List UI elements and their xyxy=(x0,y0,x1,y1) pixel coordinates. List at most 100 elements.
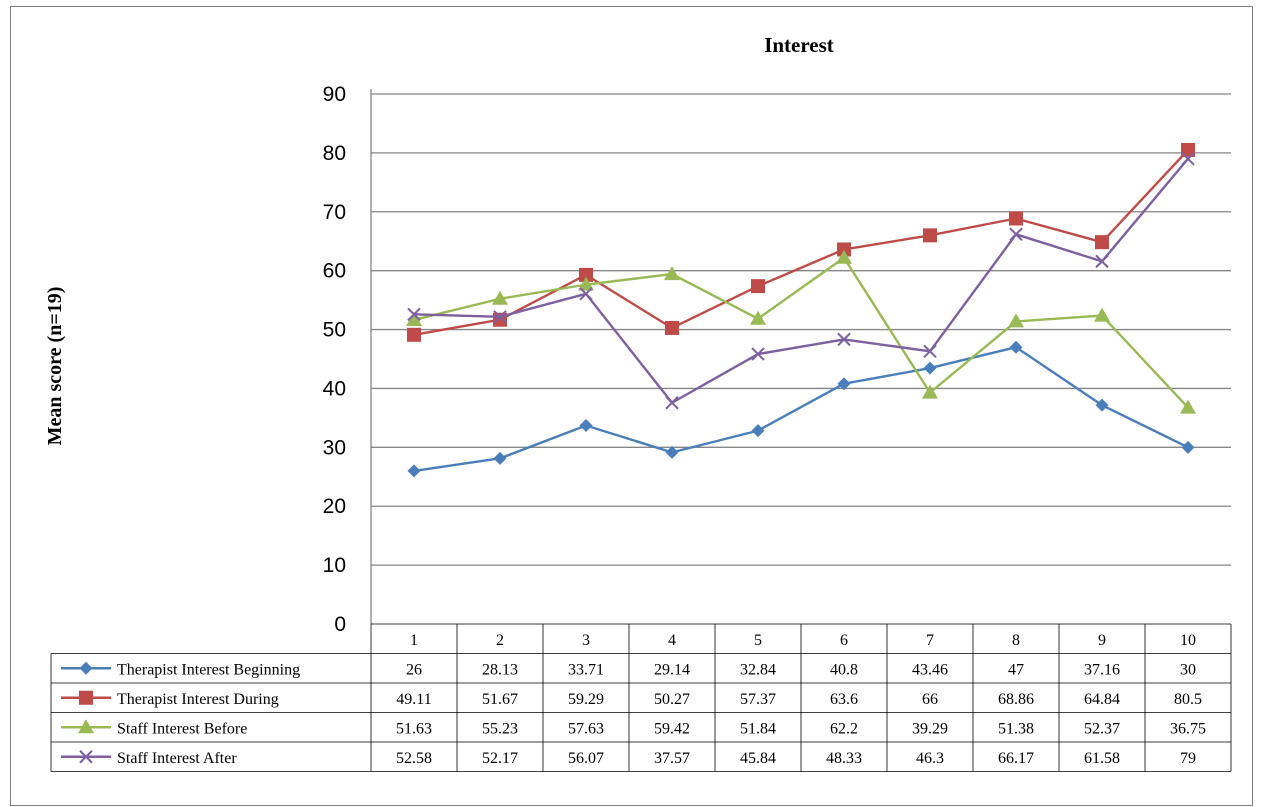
legend-marker xyxy=(79,690,93,705)
data-label: 46.3 xyxy=(916,750,944,767)
data-label: 68.86 xyxy=(998,691,1034,708)
data-point xyxy=(1008,313,1024,328)
data-label: 52.37 xyxy=(1084,720,1120,737)
data-point xyxy=(1180,399,1196,414)
data-point xyxy=(578,276,594,291)
data-point xyxy=(1009,340,1023,354)
gridlines xyxy=(370,89,1231,624)
data-label: 29.14 xyxy=(654,661,690,678)
data-label: 30 xyxy=(1180,661,1196,678)
data-point xyxy=(1181,152,1195,166)
data-label: 32.84 xyxy=(740,661,776,678)
data-point xyxy=(665,320,679,335)
category-label: 6 xyxy=(840,632,848,649)
data-label: 37.16 xyxy=(1084,661,1120,678)
legend-label: Therapist Interest Beginning xyxy=(117,661,300,678)
category-label: 1 xyxy=(410,632,418,649)
category-label: 4 xyxy=(668,632,676,649)
data-point xyxy=(751,279,765,294)
category-label: 9 xyxy=(1098,632,1106,649)
data-point xyxy=(664,266,680,281)
y-tick-label: 90 xyxy=(323,83,346,106)
legend-marker xyxy=(79,750,93,764)
data-label: 48.33 xyxy=(826,750,862,767)
data-label: 47 xyxy=(1008,661,1024,678)
legend-marker xyxy=(78,719,94,734)
y-tick-label: 70 xyxy=(323,201,346,224)
category-label: 3 xyxy=(582,632,590,649)
y-tick-label: 40 xyxy=(323,377,346,400)
y-axis-ticks: 0 10 20 30 40 50 60 70 80 90 xyxy=(323,83,346,636)
category-label: 2 xyxy=(496,632,504,649)
data-label: 43.46 xyxy=(912,661,948,678)
series-line xyxy=(413,149,1189,336)
data-point xyxy=(579,287,593,301)
interest-line-chart: Interest Mean score (n=19) 0102030405060… xyxy=(44,33,1232,772)
data-label: 80.5 xyxy=(1174,691,1202,708)
data-point xyxy=(923,344,937,359)
data-label: 26 xyxy=(406,661,422,678)
y-tick-label: 0 xyxy=(334,613,346,636)
data-label: 61.58 xyxy=(1084,750,1120,767)
data-label: 52.58 xyxy=(396,750,432,767)
series-lines xyxy=(406,142,1196,478)
y-tick-label: 60 xyxy=(323,260,346,283)
legend-marker xyxy=(79,661,93,675)
data-point xyxy=(923,228,937,243)
data-point xyxy=(665,396,679,410)
category-label: 5 xyxy=(754,632,762,649)
legend-label: Therapist Interest During xyxy=(117,691,279,708)
series-line xyxy=(413,158,1189,404)
data-label: 55.23 xyxy=(482,720,518,737)
data-label: 57.37 xyxy=(740,691,776,708)
data-point xyxy=(751,347,765,361)
data-label: 56.07 xyxy=(568,750,604,767)
data-point xyxy=(923,361,937,375)
data-label: 36.75 xyxy=(1170,720,1206,737)
data-label: 28.13 xyxy=(482,661,518,678)
data-label: 57.63 xyxy=(568,720,604,737)
data-point xyxy=(406,311,422,326)
data-point xyxy=(492,290,508,305)
data-point xyxy=(579,418,593,432)
data-label: 51.84 xyxy=(740,720,776,737)
series-1 xyxy=(407,340,1195,478)
data-point xyxy=(1181,440,1195,454)
category-label: 8 xyxy=(1012,632,1020,649)
data-point xyxy=(750,310,766,325)
data-label: 51.67 xyxy=(482,691,518,708)
data-label: 51.38 xyxy=(998,720,1034,737)
data-point xyxy=(1009,227,1023,242)
data-label: 51.63 xyxy=(396,720,432,737)
data-point xyxy=(837,332,851,347)
data-label: 50.27 xyxy=(654,691,690,708)
data-label: 59.42 xyxy=(654,720,690,737)
data-point xyxy=(407,464,421,478)
data-label: 64.84 xyxy=(1084,691,1120,708)
data-point xyxy=(751,424,765,438)
legend-label: Staff Interest Before xyxy=(117,720,247,737)
category-label: 10 xyxy=(1180,632,1196,649)
data-point xyxy=(493,310,507,324)
data-point xyxy=(1095,254,1109,269)
chart-title: Interest xyxy=(764,33,834,57)
y-tick-label: 30 xyxy=(323,436,346,459)
data-label: 62.2 xyxy=(830,720,858,737)
data-point xyxy=(1095,235,1109,250)
category-label: 7 xyxy=(926,632,934,649)
data-label: 49.11 xyxy=(396,691,431,708)
data-table: 1 2 3 4 5 6 7 8 9 10 Therapist Interest Beginning 2… xyxy=(50,623,1232,772)
data-label: 66 xyxy=(922,691,938,708)
y-tick-label: 20 xyxy=(323,495,346,518)
series-2 xyxy=(407,142,1195,342)
y-axis-label: Mean score (n=19) xyxy=(44,287,66,446)
y-tick-label: 10 xyxy=(323,554,346,577)
data-label: 79 xyxy=(1180,750,1196,767)
series-line xyxy=(413,346,1189,473)
data-point xyxy=(1094,307,1110,322)
data-point xyxy=(1095,398,1109,412)
data-label: 52.17 xyxy=(482,750,518,767)
y-tick-label: 80 xyxy=(323,142,346,165)
data-point xyxy=(579,267,593,282)
data-label: 40.8 xyxy=(830,661,858,678)
